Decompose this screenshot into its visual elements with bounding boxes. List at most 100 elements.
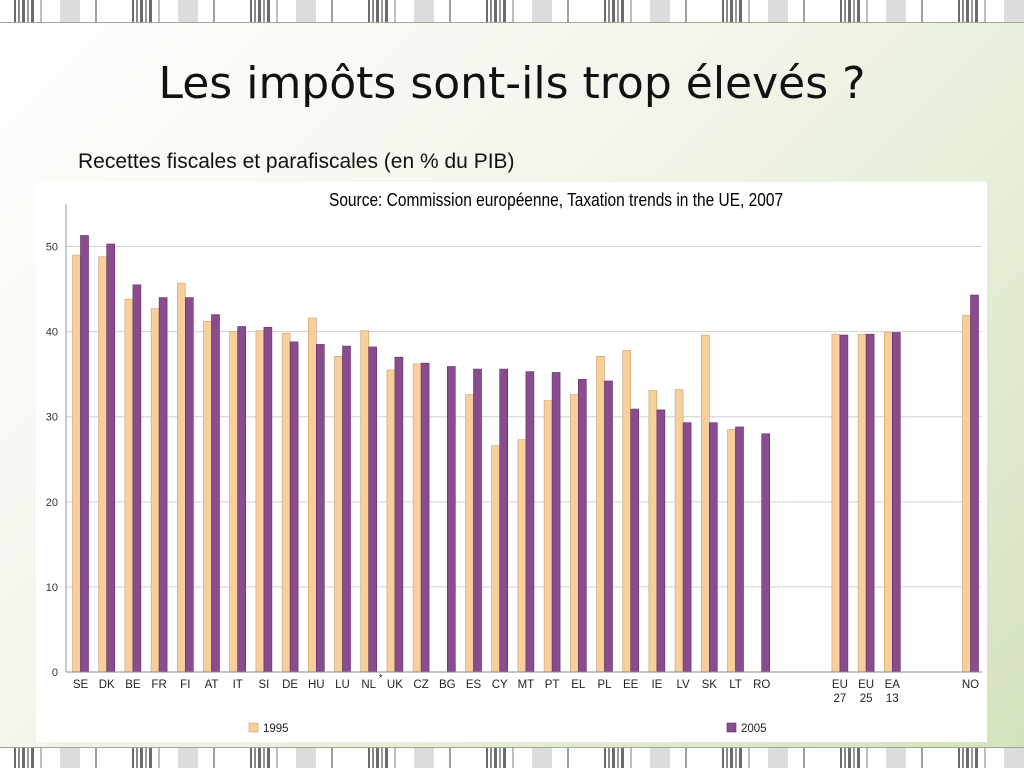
bar-2005-DE xyxy=(289,341,299,673)
bar-1995-DK xyxy=(98,256,108,673)
bar-2005-AT xyxy=(211,314,220,673)
bar-1995-SI xyxy=(255,330,265,673)
slide-title: Les impôts sont-ils trop élevés ? xyxy=(158,58,866,109)
legend-label-1995: 1995 xyxy=(263,723,289,735)
bar-1995-NO xyxy=(962,315,971,673)
top-decorative-stripe xyxy=(0,0,1024,22)
bar-1995-FI xyxy=(177,282,186,673)
bar-1995-SK xyxy=(700,334,710,673)
source-note: Source: Commission européenne, Taxation … xyxy=(329,190,784,210)
x-tick-label: CZ xyxy=(413,679,428,691)
bar-1995-EA-13 xyxy=(883,332,893,673)
bar-1995-UK xyxy=(386,369,396,673)
bar-1995-PL xyxy=(596,356,605,673)
top-divider xyxy=(0,22,1024,23)
bar-2005-LV xyxy=(682,422,692,673)
bar-2005-SE xyxy=(80,235,89,673)
bottom-decorative-stripe xyxy=(0,748,1024,768)
bar-2005-CZ xyxy=(420,362,430,673)
y-tick-label: 10 xyxy=(46,582,58,594)
bar-2005-EE xyxy=(630,408,640,673)
y-tick-label: 40 xyxy=(46,327,58,339)
x-tick-label: IE xyxy=(651,679,662,691)
bar-1995-ES xyxy=(465,394,474,673)
x-tick-label: 25 xyxy=(860,693,873,705)
bar-1995-EU-27 xyxy=(831,333,841,673)
bar-2005-LT xyxy=(735,426,744,673)
x-tick-label: NO xyxy=(962,679,979,691)
bar-1995-DE xyxy=(281,333,291,673)
bar-2005-IE xyxy=(656,409,666,673)
y-tick-label: 30 xyxy=(46,412,58,424)
bar-1995-IT xyxy=(229,331,238,673)
x-tick-label: EA xyxy=(885,679,901,691)
x-tick-label: MT xyxy=(518,679,535,691)
x-tick-label: EE xyxy=(623,679,639,691)
x-tick-label: IT xyxy=(233,679,243,691)
bar-1995-LT xyxy=(727,429,736,673)
bar-2005-SI xyxy=(263,327,273,673)
x-tick-label: DE xyxy=(282,679,298,691)
bar-1995-SE xyxy=(72,254,81,673)
bar-2005-BG xyxy=(446,366,456,673)
x-tick-label: EL xyxy=(571,679,586,691)
x-tick-label: HU xyxy=(308,679,325,691)
x-tick-label: ES xyxy=(466,679,482,691)
bar-2005-DK xyxy=(106,243,115,673)
bar-1995-BE xyxy=(124,299,134,673)
y-tick-label: 20 xyxy=(46,497,58,509)
x-tick-label: BG xyxy=(439,679,456,691)
x-tick-label: AT xyxy=(205,679,219,691)
x-tick-label: BE xyxy=(125,679,141,691)
chart-panel: 0 10 20 30 40 50 SE DK BE FR FI AT IT SI DE HU LU NL * UK CZ… xyxy=(36,182,1024,742)
bar-2005-EA-13 xyxy=(891,332,901,673)
bar-1995-FR xyxy=(150,308,160,673)
bar-2005-HU xyxy=(315,344,325,673)
bar-2005-FR xyxy=(158,297,168,673)
x-tick-label: EU xyxy=(858,679,874,691)
x-tick-label: SK xyxy=(702,679,718,691)
x-tick-label: FR xyxy=(151,679,166,691)
bar-2005-NL xyxy=(368,346,378,673)
legend-label-2005: 2005 xyxy=(741,723,767,735)
bar-1995-EL xyxy=(569,394,579,673)
bar-2005-BE xyxy=(132,284,142,673)
bar-1995-CZ xyxy=(412,363,422,673)
x-tick-label: 13 xyxy=(886,693,899,705)
x-tick-label: LT xyxy=(729,679,742,691)
x-tick-label: FI xyxy=(180,679,190,691)
bar-2005-NO xyxy=(970,294,979,673)
bar-2005-ES xyxy=(473,368,482,673)
bar-1995-CY xyxy=(491,445,501,673)
chart-subtitle: Recettes fiscales et parafiscales (en % … xyxy=(78,150,515,173)
bar-2005-FI xyxy=(185,297,194,673)
bar-1995-LV xyxy=(674,389,684,673)
bar-2005-PT xyxy=(551,372,561,673)
bar-1995-LU xyxy=(334,356,343,673)
x-tick-label: RO xyxy=(753,679,770,691)
x-tick-label: SI xyxy=(258,679,269,691)
bar-2005-EL xyxy=(577,378,587,673)
x-tick-label: SE xyxy=(73,679,89,691)
bar-1995-EU-25 xyxy=(857,333,867,673)
legend-swatch-2005 xyxy=(726,722,737,733)
bar-chart: 0 10 20 30 40 50 SE DK BE FR FI AT IT SI DE HU LU NL* UK CZ… xyxy=(46,204,1024,735)
bar-2005-EU-27 xyxy=(839,334,849,673)
legend-swatch-1995 xyxy=(248,722,259,733)
bar-1995-MT xyxy=(517,439,527,673)
y-tick-label: 0 xyxy=(52,667,58,679)
bar-2005-EU-25 xyxy=(865,333,875,673)
bar-1995-IE xyxy=(648,390,658,673)
x-tick-label: UK xyxy=(387,679,403,691)
x-tick-label: NL xyxy=(361,679,376,691)
y-tick-label: 50 xyxy=(46,242,58,254)
bar-2005-UK xyxy=(394,356,404,673)
bar-2005-IT xyxy=(237,326,246,673)
x-tick-label: PL xyxy=(597,679,612,691)
bar-2005-CY xyxy=(499,368,509,673)
bar-1995-EE xyxy=(622,350,632,673)
bar-2005-MT xyxy=(525,371,535,673)
x-tick-label: CY xyxy=(492,679,508,691)
bar-2005-SK xyxy=(708,422,718,673)
x-tick-label: LU xyxy=(335,679,350,691)
